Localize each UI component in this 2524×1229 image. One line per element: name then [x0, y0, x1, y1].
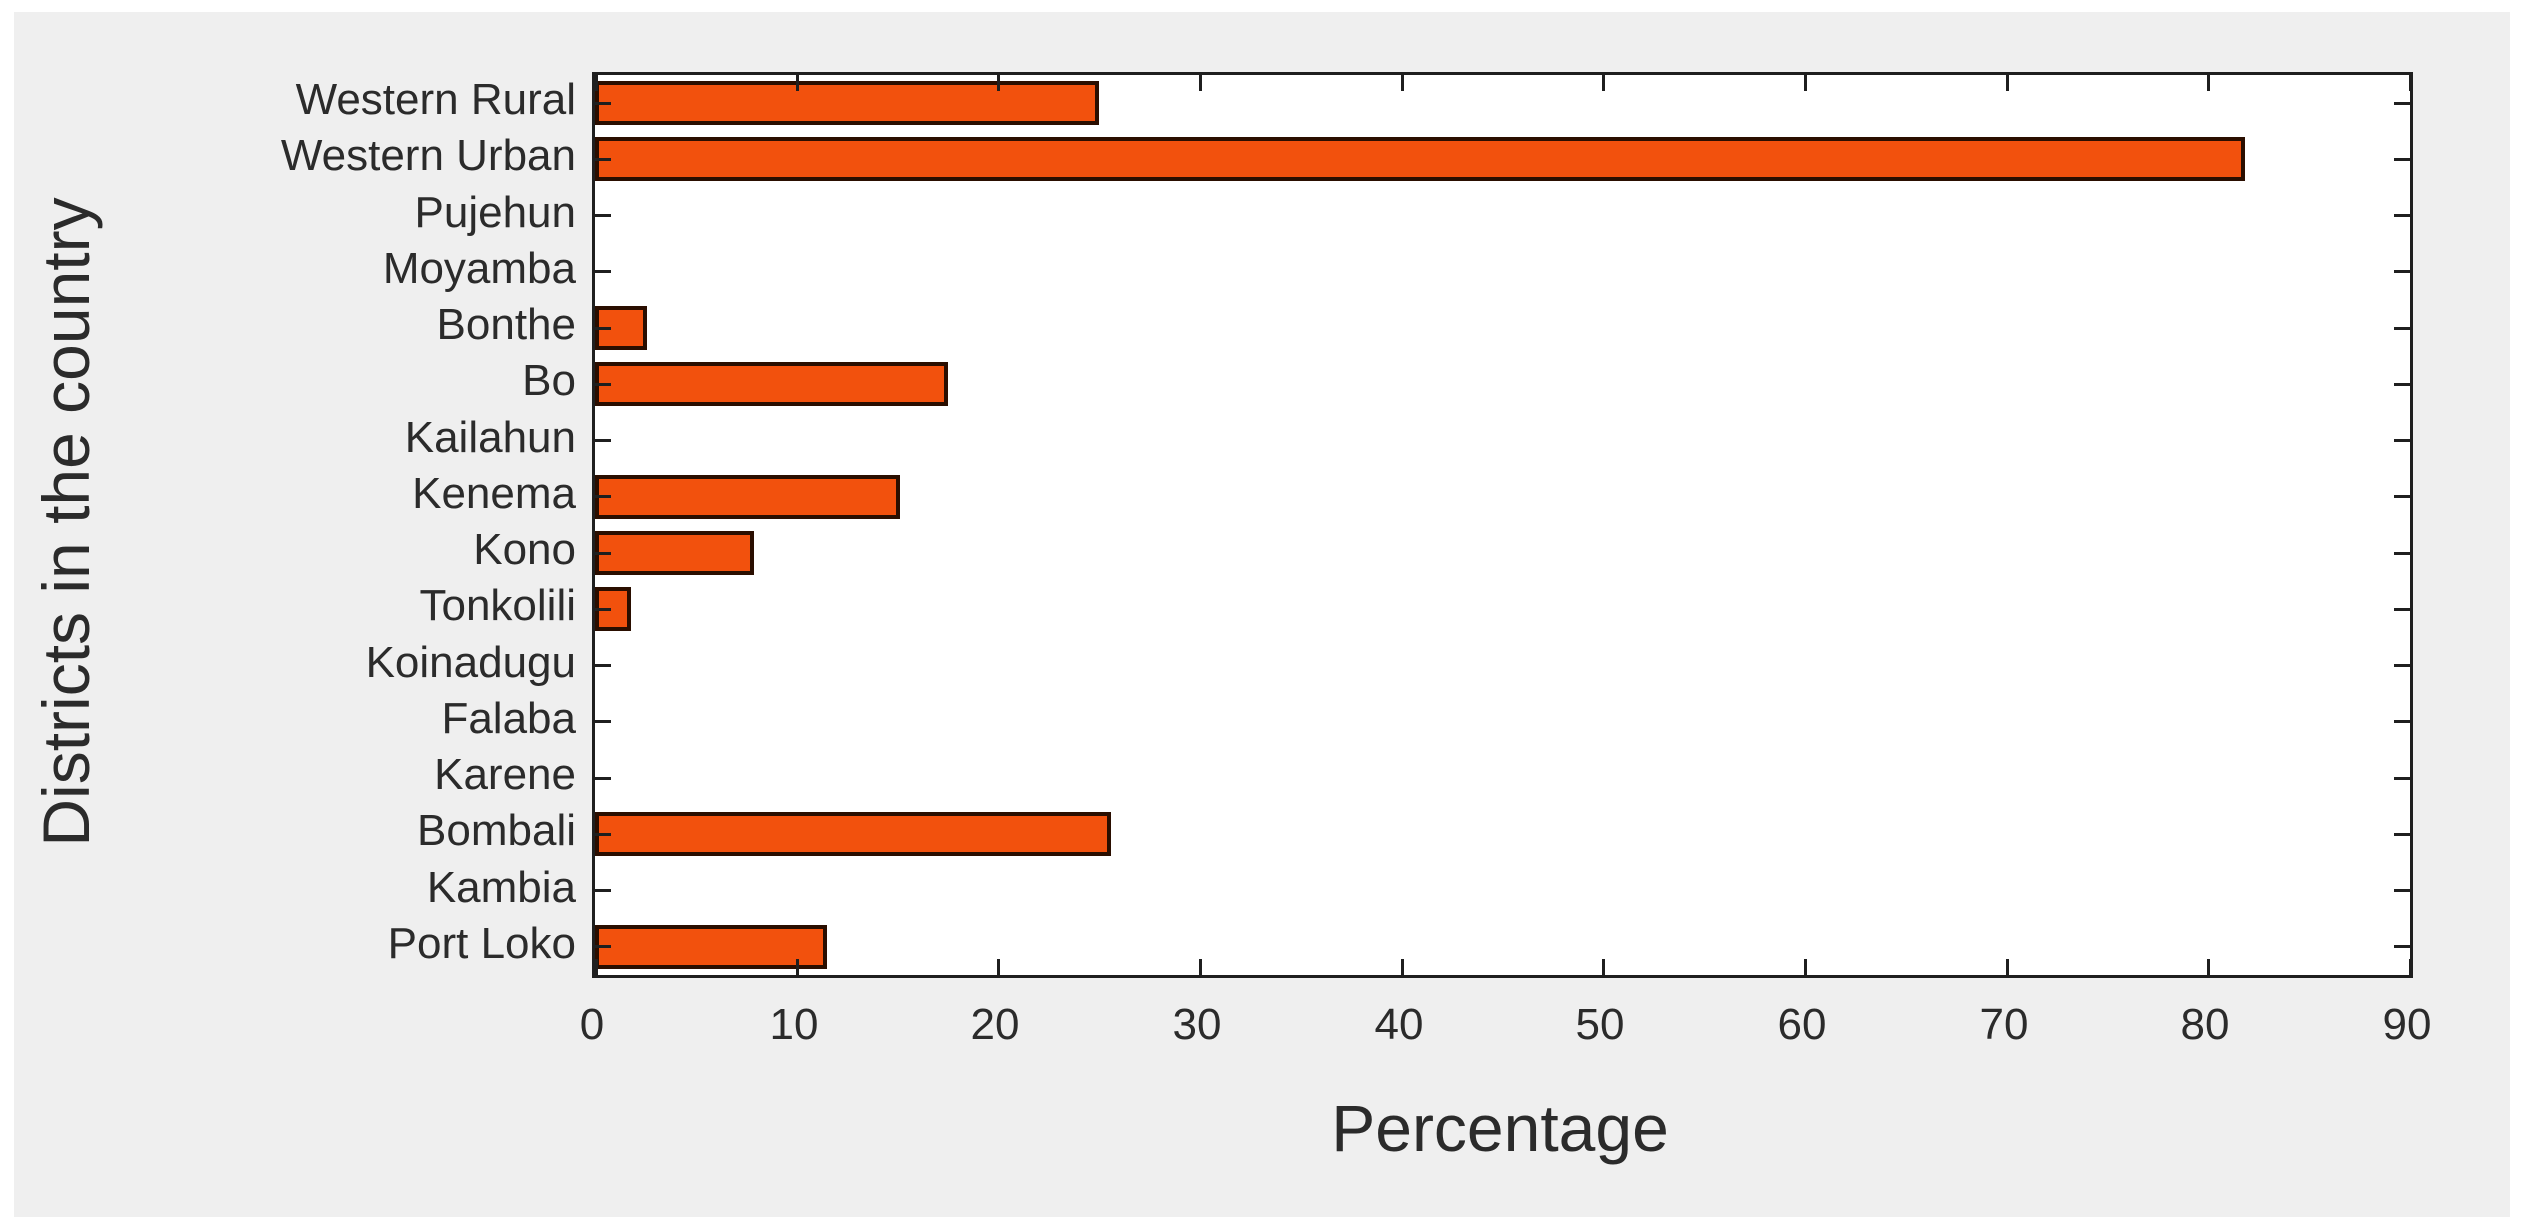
x-tick — [595, 75, 598, 91]
x-tick — [2409, 959, 2412, 975]
x-tick-label-90: 90 — [2382, 1000, 2432, 1049]
y-tick — [2394, 608, 2410, 611]
x-tick — [1199, 959, 1202, 975]
x-tick — [2207, 75, 2210, 91]
y-tick — [2394, 777, 2410, 780]
x-tick-label-80: 80 — [2180, 1000, 2230, 1049]
y-tick — [595, 945, 611, 948]
y-tick — [595, 608, 611, 611]
category-label-tonkolili: Tonkolili — [419, 581, 576, 630]
category-label-bonthe: Bonthe — [436, 300, 576, 349]
y-tick — [2394, 945, 2410, 948]
y-tick — [2394, 664, 2410, 667]
x-tick-label-70: 70 — [1979, 1000, 2029, 1049]
y-tick — [595, 889, 611, 892]
y-tick — [2394, 214, 2410, 217]
x-tick — [1401, 75, 1404, 91]
x-tick — [2006, 959, 2009, 975]
y-tick — [2394, 889, 2410, 892]
y-tick — [595, 158, 611, 161]
y-tick — [595, 270, 611, 273]
x-tick-label-30: 30 — [1172, 1000, 1222, 1049]
x-tick-label-0: 0 — [579, 1000, 605, 1049]
x-tick — [1602, 959, 1605, 975]
x-tick — [2006, 75, 2009, 91]
y-tick — [2394, 383, 2410, 386]
y-tick — [2394, 327, 2410, 330]
bar-kono — [595, 531, 754, 575]
x-tick-label-40: 40 — [1374, 1000, 1424, 1049]
y-tick — [2394, 833, 2410, 836]
category-label-bo: Bo — [522, 356, 576, 405]
x-tick — [2207, 959, 2210, 975]
category-label-kailahun: Kailahun — [404, 413, 576, 462]
y-tick — [2394, 270, 2410, 273]
x-tick — [1199, 75, 1202, 91]
y-tick — [595, 664, 611, 667]
y-tick — [595, 720, 611, 723]
category-label-kono: Kono — [473, 525, 576, 574]
category-label-karene: Karene — [434, 750, 576, 799]
category-label-pujehun: Pujehun — [414, 188, 576, 237]
x-tick — [796, 959, 799, 975]
y-tick — [595, 777, 611, 780]
category-label-western-rural: Western Rural — [295, 75, 576, 124]
category-label-koinadugu: Koinadugu — [365, 638, 576, 687]
y-tick — [2394, 102, 2410, 105]
category-label-kambia: Kambia — [426, 863, 576, 912]
x-axis-title: Percentage — [1331, 1091, 1669, 1165]
category-label-port-loko: Port Loko — [387, 919, 576, 968]
x-tick — [1804, 959, 1807, 975]
x-tick — [997, 959, 1000, 975]
x-tick-label-10: 10 — [769, 1000, 819, 1049]
bar-bombali — [595, 812, 1111, 856]
bar-western-urban — [595, 137, 2245, 181]
category-label-moyamba: Moyamba — [382, 244, 576, 293]
y-tick — [2394, 720, 2410, 723]
x-tick — [796, 75, 799, 91]
category-label-kenema: Kenema — [412, 469, 576, 518]
x-tick — [595, 959, 598, 975]
bar-port-loko — [595, 925, 827, 969]
y-tick — [2394, 439, 2410, 442]
y-tick — [595, 833, 611, 836]
x-tick — [2409, 75, 2412, 91]
y-tick — [2394, 552, 2410, 555]
category-label-western-urban: Western Urban — [280, 131, 576, 180]
y-tick — [595, 102, 611, 105]
bar-western-rural — [595, 81, 1099, 125]
x-tick-label-50: 50 — [1575, 1000, 1625, 1049]
y-tick — [595, 327, 611, 330]
category-label-falaba: Falaba — [441, 694, 576, 743]
x-tick — [1602, 75, 1605, 91]
figure-canvas: Districts in the country Western Rural We… — [14, 12, 2510, 1217]
y-tick — [595, 383, 611, 386]
category-label-bombali: Bombali — [417, 806, 576, 855]
y-tick — [2394, 158, 2410, 161]
plot-area — [592, 72, 2413, 978]
x-tick-label-20: 20 — [970, 1000, 1020, 1049]
x-tick — [997, 75, 1000, 91]
bar-bo — [595, 362, 948, 406]
x-tick-label-60: 60 — [1777, 1000, 1827, 1049]
y-tick — [595, 214, 611, 217]
y-tick — [595, 439, 611, 442]
y-tick — [595, 495, 611, 498]
x-tick — [1804, 75, 1807, 91]
bar-kenema — [595, 475, 900, 519]
x-tick — [1401, 959, 1404, 975]
y-tick — [595, 552, 611, 555]
y-tick — [2394, 495, 2410, 498]
